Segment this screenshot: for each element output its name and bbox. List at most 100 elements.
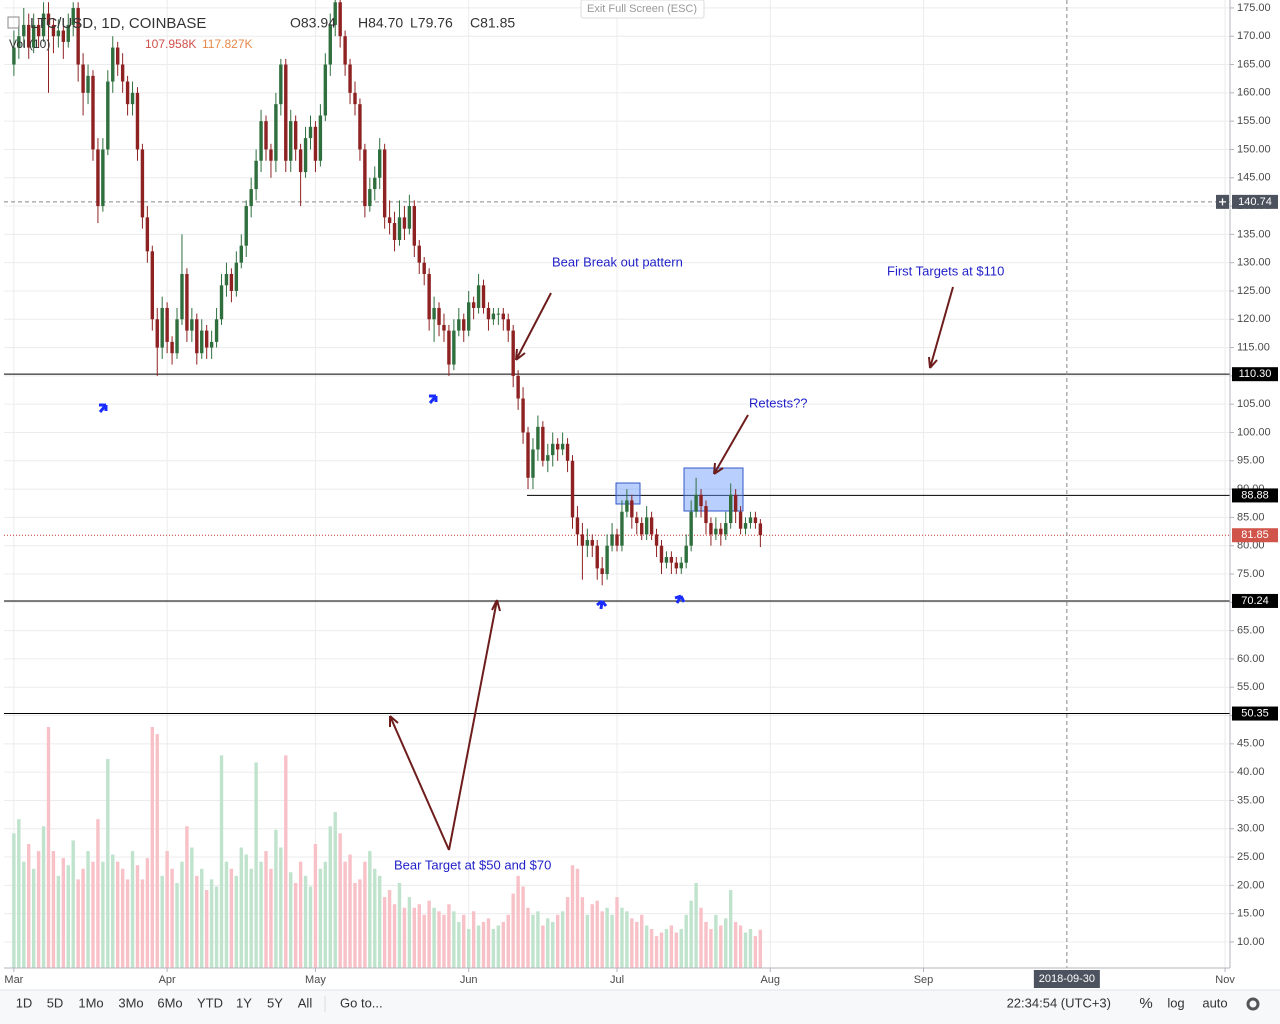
range-button[interactable]: 1Mo	[78, 995, 103, 1010]
candle-body	[600, 568, 604, 575]
volume-bar	[758, 929, 763, 968]
range-button[interactable]: 1D	[16, 995, 33, 1010]
volume-bar	[615, 897, 619, 968]
candle-body	[111, 47, 115, 82]
volume-bar	[387, 890, 392, 968]
candle-body	[689, 511, 693, 546]
candle-body	[46, 13, 51, 25]
range-button[interactable]: 3Mo	[118, 995, 143, 1010]
volume-bar	[491, 929, 496, 968]
candle-body	[51, 24, 56, 37]
candle-body	[506, 319, 510, 331]
candle-body	[195, 319, 199, 354]
volume-bar	[229, 868, 234, 968]
volume-bar	[81, 868, 85, 968]
volume-bar	[165, 851, 169, 968]
candle-body	[239, 245, 243, 263]
volume-bar	[511, 893, 515, 968]
log-button[interactable]: log	[1167, 995, 1184, 1010]
volume-bar	[555, 914, 560, 968]
collapse-icon[interactable]	[7, 16, 20, 29]
volume-bar	[644, 925, 649, 968]
y-tick-label: 165.00	[1237, 58, 1271, 70]
range-button[interactable]: YTD	[197, 995, 223, 1010]
crosshair-price-label: 140.74	[1238, 196, 1272, 208]
candles	[12, 0, 763, 586]
y-tick-label: 35.00	[1237, 794, 1265, 806]
volume-bar	[748, 929, 753, 968]
candle-body	[442, 324, 446, 331]
volume-bar	[674, 932, 679, 968]
candle-body	[17, 36, 21, 48]
volume-bar	[254, 762, 258, 968]
range-button[interactable]: All	[298, 995, 313, 1010]
candle-body	[649, 517, 654, 535]
percent-button[interactable]: %	[1139, 995, 1152, 1012]
last-price-label: 81.85	[1241, 529, 1269, 541]
candle-body	[229, 273, 234, 291]
marker-arrow	[428, 394, 438, 404]
candle-body	[432, 307, 436, 320]
volume-bar	[719, 925, 723, 968]
candle-body	[585, 540, 590, 546]
range-button[interactable]: 5Y	[267, 995, 283, 1010]
volume-bar	[729, 890, 733, 968]
y-tick-label: 155.00	[1237, 115, 1271, 127]
volume-bar	[101, 861, 105, 968]
volume-bar	[343, 861, 347, 968]
range-button[interactable]: 5D	[47, 995, 64, 1010]
volume-bar	[654, 936, 659, 968]
candle-body	[116, 47, 120, 65]
clock[interactable]: 22:34:54 (UTC+3)	[1007, 995, 1111, 1010]
volume-bar	[145, 858, 150, 968]
exit-fullscreen-button[interactable]	[580, 0, 705, 19]
y-tick-label: 120.00	[1237, 313, 1271, 325]
candle-body	[694, 494, 698, 512]
symbol: LTC/USD, 1D, COINBASE	[30, 15, 206, 32]
volume-bar	[565, 897, 570, 968]
volume-bar	[46, 727, 51, 968]
volume-bar	[96, 819, 100, 968]
volume-bar	[694, 882, 698, 968]
range-button[interactable]: 6Mo	[157, 995, 182, 1010]
auto-button[interactable]: auto	[1202, 995, 1227, 1010]
candle-body	[382, 149, 387, 218]
goto-button[interactable]: Go to...	[340, 995, 383, 1010]
crosshair-plus	[1219, 198, 1226, 206]
candle-body	[96, 149, 100, 207]
volume-bar	[605, 907, 609, 968]
volume-bar	[481, 921, 486, 968]
volume-bar	[486, 918, 491, 968]
volume-bar	[432, 907, 436, 968]
y-tick-label: 60.00	[1237, 653, 1265, 665]
candle-body	[704, 506, 708, 524]
candle-body	[733, 494, 738, 512]
x-tick-label: Nov	[1215, 974, 1235, 986]
range-button[interactable]: 1Y	[236, 995, 252, 1010]
candle-body	[476, 285, 481, 308]
drawings	[615, 467, 744, 512]
candle-body	[289, 121, 293, 161]
volume-bar	[743, 932, 748, 968]
volume-bar	[679, 929, 683, 968]
candle-body	[640, 523, 644, 535]
candle-body	[293, 121, 298, 150]
candle-body	[145, 217, 150, 252]
volume-bar	[551, 921, 555, 968]
candle-body	[200, 330, 204, 354]
volume-bar	[298, 861, 303, 968]
candle-body	[462, 319, 466, 331]
marker-arrow	[98, 403, 108, 413]
candle-body	[264, 121, 268, 150]
volume-bar	[333, 812, 337, 968]
volume-bar	[382, 897, 387, 968]
volume-bar	[659, 932, 664, 968]
volume-ma: 117.827K	[202, 37, 253, 51]
y-tick-label: 15.00	[1237, 908, 1265, 920]
volume-bar	[471, 911, 476, 968]
candle-body	[595, 545, 599, 569]
volume-bar	[170, 868, 174, 968]
annotation: First Targets at $110	[887, 263, 1004, 278]
arrow	[928, 286, 954, 369]
settings-icon[interactable]	[1246, 997, 1260, 1011]
